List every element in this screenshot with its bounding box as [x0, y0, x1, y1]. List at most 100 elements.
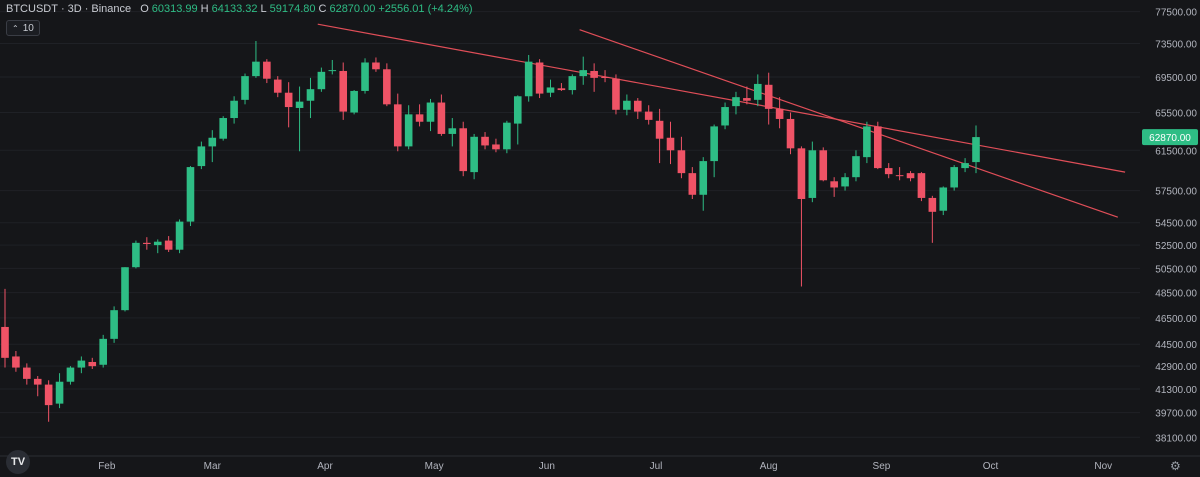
candle-body	[284, 92, 293, 108]
candle-body	[786, 118, 795, 149]
candle-body	[623, 100, 631, 110]
candle-body	[601, 76, 609, 78]
price-tick-label: 73500.00	[1155, 39, 1197, 50]
candle-down	[895, 167, 904, 181]
month-tick-label: Feb	[98, 461, 116, 472]
candle-down	[164, 236, 173, 253]
candle-body	[121, 267, 129, 311]
candle-down	[557, 83, 566, 91]
candle-up	[317, 67, 326, 92]
month-tick-label: Nov	[1094, 461, 1112, 472]
candle-body	[339, 70, 348, 112]
price-tick-label: 39700.00	[1155, 409, 1197, 420]
candle-body	[939, 187, 948, 211]
candle-up	[110, 306, 118, 343]
chart-grid	[0, 11, 1140, 438]
indicators-toggle[interactable]: ⌃ 10	[6, 20, 40, 36]
candle-up	[568, 74, 577, 95]
candle-up	[99, 334, 107, 368]
candle-body	[99, 338, 107, 365]
candle-down	[415, 104, 424, 127]
candle-body	[863, 126, 871, 158]
high-value: 64133.32	[211, 3, 258, 15]
candle-up	[426, 98, 435, 132]
month-tick-label: Jul	[650, 461, 663, 472]
candle-down	[743, 86, 751, 105]
candle-body	[1, 326, 9, 358]
symbol-header: BTCUSDT · 3D · Binance O 60313.99 H 64133.…	[6, 3, 473, 15]
candle-body	[153, 241, 162, 246]
candle-up	[361, 58, 369, 94]
candle-body	[721, 107, 729, 126]
candle-up	[153, 239, 162, 254]
candle-body	[426, 102, 435, 122]
candle-down	[797, 146, 806, 287]
candle-down	[339, 62, 348, 120]
price-tick-label: 50500.00	[1155, 264, 1197, 275]
candle-down	[601, 70, 609, 83]
candle-down	[775, 97, 784, 129]
candle-down	[33, 376, 42, 397]
high-label: H	[200, 3, 209, 15]
candle-body	[972, 137, 980, 163]
interval[interactable]: 3D	[67, 3, 82, 15]
candle-down	[819, 147, 828, 182]
candle-up	[710, 124, 718, 178]
low-value: 59174.80	[269, 3, 316, 15]
candle-body	[295, 101, 304, 108]
candle-body	[950, 167, 958, 188]
month-tick-label: May	[425, 461, 444, 472]
candle-body	[874, 126, 882, 169]
candle-up	[252, 41, 260, 78]
candle-up	[241, 73, 249, 105]
candle-body	[677, 150, 686, 174]
candle-body	[44, 384, 53, 406]
month-tick-label: Apr	[317, 461, 333, 472]
candle-up	[470, 133, 478, 180]
candle-up	[863, 121, 871, 164]
candle-body	[895, 175, 904, 177]
open-value: 60313.99	[151, 3, 198, 15]
candle-down	[393, 93, 402, 152]
candle-body	[906, 173, 915, 179]
candle-up	[230, 96, 238, 124]
candle-body	[12, 356, 20, 368]
candle-body	[404, 114, 413, 147]
candle-up	[841, 173, 849, 191]
open-label: O	[140, 3, 149, 15]
candle-down	[263, 59, 271, 84]
price-tick-label: 38100.00	[1155, 433, 1197, 444]
candle-body	[830, 181, 838, 188]
candle-down	[884, 163, 893, 179]
candle-body	[110, 310, 118, 339]
candle-body	[263, 61, 271, 79]
candle-body	[459, 128, 468, 172]
candle-down	[830, 177, 838, 197]
candle-body	[55, 381, 64, 404]
month-tick-label: Aug	[760, 461, 778, 472]
tradingview-logo[interactable]: TV	[6, 450, 30, 474]
candle-body	[77, 360, 86, 368]
gear-icon[interactable]: ⚙	[1170, 459, 1181, 473]
candle-down	[590, 63, 598, 92]
candle-down	[612, 74, 620, 115]
candle-body	[66, 367, 75, 382]
candle-down	[906, 171, 915, 182]
candle-up	[175, 219, 184, 254]
month-tick-label: Sep	[873, 461, 891, 472]
candle-down	[644, 105, 653, 125]
candle-up	[208, 130, 217, 163]
time-axis: Feb Mar Apr May Jun Jul Aug Sep Oct Nov	[0, 455, 1200, 472]
candle-down	[928, 195, 937, 243]
candle-body	[186, 167, 195, 222]
price-tick-label: 61500.00	[1155, 146, 1197, 157]
candle-body	[612, 78, 620, 110]
candle-up	[524, 54, 533, 102]
symbol-name[interactable]: BTCUSDT	[6, 3, 58, 15]
price-tick-label: 69500.00	[1155, 73, 1197, 84]
candle-body	[524, 61, 533, 97]
candle-up	[404, 105, 413, 150]
price-axis: 77500.00 73500.00 69500.00 65500.00 62870.00…	[1142, 8, 1198, 444]
candle-body	[568, 76, 577, 91]
